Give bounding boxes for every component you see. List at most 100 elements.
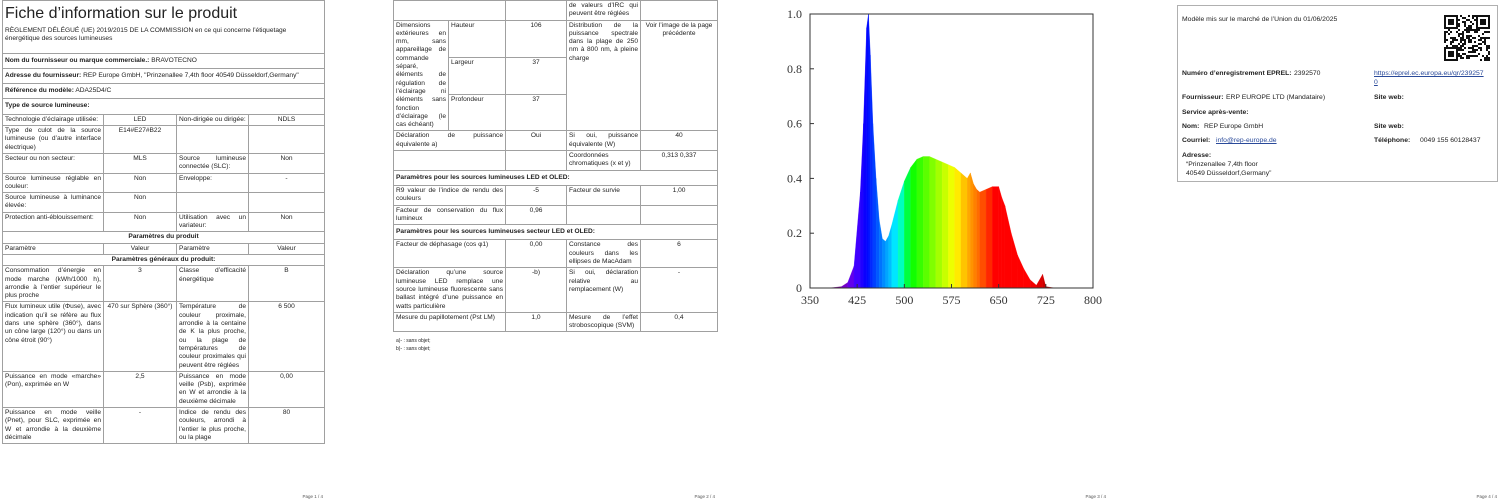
qr-module bbox=[1488, 59, 1490, 61]
qr-module bbox=[1460, 47, 1462, 49]
qr-module bbox=[1452, 53, 1454, 55]
table-body: Fiche d’information sur le produit RÈGLEM… bbox=[2, 0, 325, 445]
qr-module bbox=[1452, 51, 1454, 53]
qr-module bbox=[1448, 15, 1450, 17]
spectrum-segment bbox=[998, 186, 1002, 289]
spectrum-segment bbox=[1004, 205, 1012, 289]
qr-module bbox=[1444, 21, 1446, 23]
table-cell: 0,313 0,337 bbox=[640, 150, 718, 171]
table-row: Protection anti-éblouissement: Non Utilisa… bbox=[2, 211, 325, 233]
qr-module bbox=[1484, 15, 1486, 17]
table-cell: - bbox=[247, 172, 325, 194]
table-row: Source lumineuse à luminance élevée: Non bbox=[2, 192, 325, 213]
section-header: Paramètres généraux du produit: bbox=[2, 253, 325, 267]
table-cell: Flux lumineux utile (Φuse), avec indicat… bbox=[2, 301, 104, 372]
table-cell: R9 valeur de l’indice de rendu des coule… bbox=[393, 184, 506, 206]
table-cell: Source lumineuse réglable en couleur: bbox=[2, 172, 104, 194]
qr-module bbox=[1464, 39, 1466, 41]
spectrum-segment bbox=[985, 186, 993, 289]
label: Service après-vente: bbox=[1182, 109, 1249, 116]
qr-module bbox=[1450, 59, 1452, 61]
qr-module bbox=[1456, 57, 1458, 59]
qr-module bbox=[1444, 37, 1446, 39]
label: Site web: bbox=[1374, 123, 1404, 130]
qr-module bbox=[1482, 37, 1484, 39]
qr-module bbox=[1446, 59, 1448, 61]
table-cell: 470 sur Sphère (360°) bbox=[103, 301, 177, 372]
qr-module bbox=[1468, 57, 1470, 59]
qr-module bbox=[1460, 49, 1462, 51]
table-cell: Non-dirigée ou dirigée: bbox=[176, 113, 249, 127]
table-cell bbox=[247, 192, 325, 213]
dim-name: Hauteur bbox=[448, 19, 506, 58]
qr-module bbox=[1446, 39, 1448, 41]
qr-module bbox=[1464, 29, 1466, 31]
value: REP Europe GmbH bbox=[1204, 123, 1264, 130]
qr-module bbox=[1484, 59, 1486, 61]
qr-module bbox=[1488, 23, 1490, 25]
regulation: RÈGLEMENT DÉLÉGUÉ (UE) 2019/2015 DE LA C… bbox=[5, 27, 287, 43]
table-cell: Si oui, puissance équivalente (W) bbox=[566, 130, 641, 152]
qr-module bbox=[1482, 27, 1484, 29]
spectrum-segment bbox=[866, 13, 869, 289]
qr-module bbox=[1450, 23, 1452, 25]
table-row: Mesure du papillotement (Pst LM) 1,0 Mesur… bbox=[393, 311, 718, 333]
qr-module bbox=[1474, 15, 1476, 17]
qr-module bbox=[1456, 49, 1458, 51]
qr-module bbox=[1470, 29, 1472, 31]
qr-module bbox=[1454, 37, 1456, 39]
table-cell bbox=[505, 0, 567, 21]
spectrum-segment bbox=[910, 158, 918, 289]
qr-module bbox=[1456, 47, 1458, 49]
spectrum-segment bbox=[870, 55, 874, 289]
y-tick-label: 1.0 bbox=[787, 7, 802, 21]
table-cell: Non bbox=[103, 192, 177, 213]
table-cell: Mesure du papillotement (Pst LM) bbox=[393, 311, 506, 333]
qr-module bbox=[1486, 49, 1488, 51]
qr-module bbox=[1476, 21, 1478, 23]
spectrum-segment bbox=[941, 161, 949, 289]
table-cell: Valeur bbox=[247, 242, 325, 255]
qr-module bbox=[1466, 57, 1468, 59]
qr-module bbox=[1452, 45, 1454, 47]
qr-module bbox=[1456, 21, 1458, 23]
qr-module bbox=[1466, 37, 1468, 39]
eprel-link[interactable]: https://eprel.ec.europa.eu/qr/2392570 bbox=[1374, 70, 1484, 86]
dim-name: Largeur bbox=[448, 56, 506, 95]
table-row: Flux lumineux utile (Φuse), avec indicat… bbox=[2, 301, 325, 372]
qr-module bbox=[1468, 27, 1470, 29]
qr-module bbox=[1456, 27, 1458, 29]
qr-module bbox=[1482, 21, 1484, 23]
value: ERP EUROPE LTD (Mandataire) bbox=[1226, 94, 1326, 101]
x-tick-label: 725 bbox=[1037, 293, 1055, 307]
table-row: Fiche d’information sur le produit RÈGLEM… bbox=[2, 0, 325, 54]
table-cell: Type de culot de la source lumineuse (ou… bbox=[2, 125, 104, 154]
qr-module bbox=[1456, 17, 1458, 19]
qr-module bbox=[1456, 53, 1458, 55]
qr-module bbox=[1452, 27, 1454, 29]
qr-module bbox=[1464, 17, 1466, 19]
qr-module bbox=[1488, 15, 1490, 17]
qr-module bbox=[1460, 41, 1462, 43]
table-cell: -5 bbox=[505, 184, 567, 206]
qr-module bbox=[1466, 19, 1468, 21]
qr-module bbox=[1448, 29, 1450, 31]
info-value: ADA25D4/C bbox=[75, 87, 112, 95]
table-cell: Protection anti-éblouissement: bbox=[2, 211, 104, 233]
email-link[interactable]: info@rep-europe.de bbox=[1216, 137, 1277, 144]
qr-module bbox=[1458, 53, 1460, 55]
qr-module bbox=[1454, 27, 1456, 29]
table-row: Dimensions extérieures en mm, sans appar… bbox=[393, 19, 718, 132]
info-box: Modèle mis sur le marché de l’Union du 0… bbox=[1177, 5, 1498, 182]
table-row: Type de culot de la source lumineuse (ou… bbox=[2, 125, 325, 154]
table-cell: 0,4 bbox=[640, 311, 718, 333]
qr-module bbox=[1476, 29, 1478, 31]
table-cell: Dimensions extérieures en mm, sans appar… bbox=[393, 19, 449, 132]
qr-module bbox=[1448, 53, 1450, 55]
spectrum-segment bbox=[888, 224, 892, 289]
table-cell: Coordonnées chromatiques (x et y) bbox=[566, 150, 641, 171]
table-row: Paramètres généraux du produit: bbox=[2, 253, 325, 267]
qr-module bbox=[1474, 37, 1476, 39]
table-cell: - bbox=[103, 406, 177, 445]
table-cell: Utilisation avec un variateur: bbox=[176, 211, 249, 233]
